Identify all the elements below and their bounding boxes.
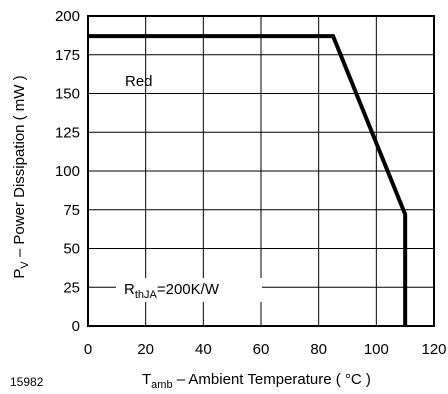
x-tick-label: 100 xyxy=(364,341,389,358)
x-tick-label: 60 xyxy=(253,341,270,358)
y-tick-labels: 0 25 50 75 100 125 150 175 200 xyxy=(55,8,80,335)
y-tick-label: 50 xyxy=(63,241,80,258)
y-tick-label: 25 xyxy=(63,279,80,296)
y-tick-label: 0 xyxy=(72,318,80,335)
y-tick-label: 150 xyxy=(55,86,80,103)
figure-id: 15982 xyxy=(10,375,44,389)
grid xyxy=(87,15,435,327)
y-tick-label: 175 xyxy=(55,47,80,64)
y-tick-label: 125 xyxy=(55,124,80,141)
series-layer xyxy=(88,34,408,326)
rthja-annotation: RthJA=200K/W xyxy=(124,281,220,301)
plot-frame xyxy=(87,15,435,327)
annotation-background xyxy=(116,278,262,302)
y-tick-label: 200 xyxy=(55,8,80,25)
series-label-red: Red xyxy=(125,73,153,90)
y-tick-label: 100 xyxy=(55,163,80,180)
x-tick-labels: 0 20 40 60 80 100 120 xyxy=(84,341,447,358)
x-axis-title: Tamb – Ambient Temperature ( °C ) xyxy=(142,371,371,391)
x-tick-label: 40 xyxy=(195,341,212,358)
y-tick-label: 75 xyxy=(63,202,80,219)
series-line-red xyxy=(88,34,408,326)
x-tick-label: 120 xyxy=(421,341,446,358)
x-tick-label: 20 xyxy=(137,341,154,358)
y-axis-title: PV – Power Dissipation ( mW ) xyxy=(11,75,31,278)
x-tick-label: 0 xyxy=(84,341,92,358)
x-tick-label: 80 xyxy=(310,341,327,358)
